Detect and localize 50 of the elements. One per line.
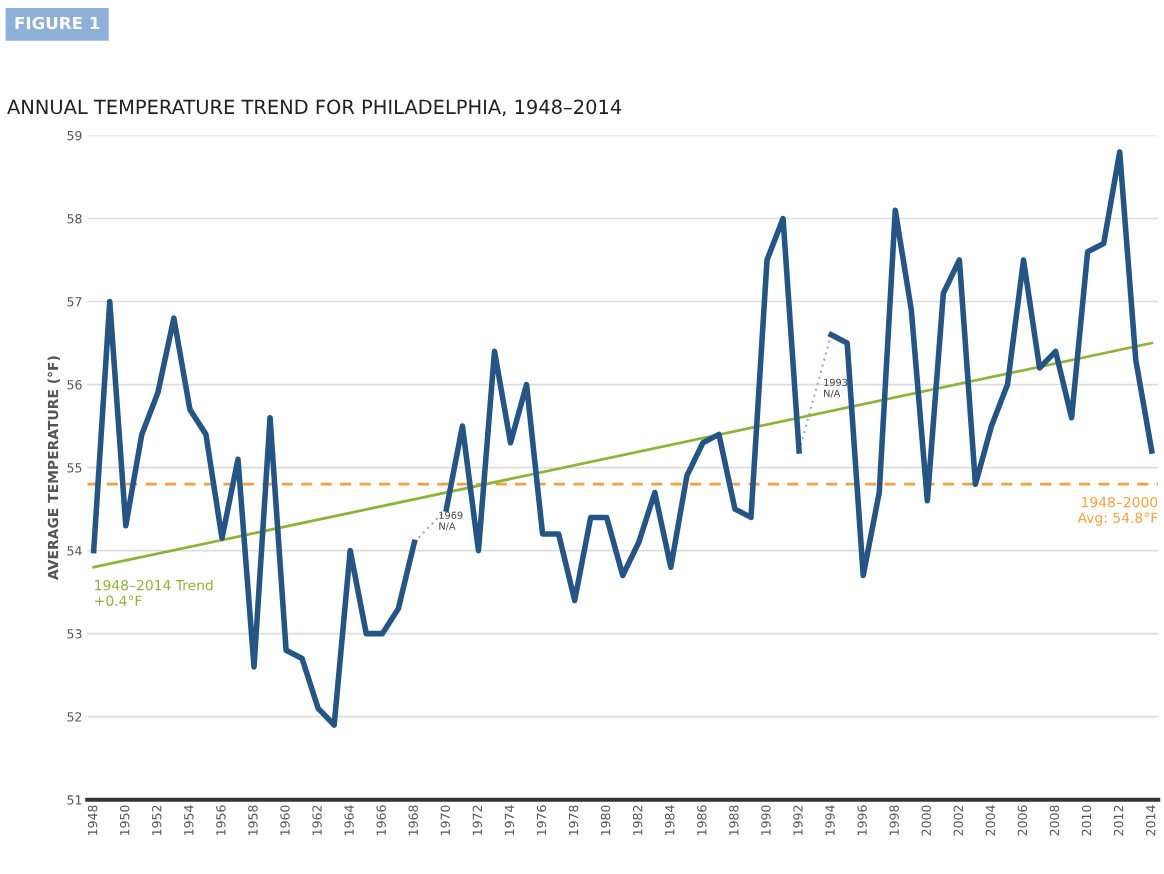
x-tick-label: 1962 [312, 805, 322, 836]
y-tick-label: 52 [67, 712, 82, 722]
chart-title: ANNUAL TEMPERATURE TREND FOR PHILADELPHIA, 1948–2014 [7, 99, 622, 117]
y-tick-label: 55 [67, 463, 82, 473]
x-tick-label: 1986 [697, 805, 707, 836]
x-tick-label: 2012 [1113, 805, 1124, 836]
x-tick-label: 2004 [985, 805, 996, 836]
x-tick-label: 1982 [632, 805, 643, 836]
y-tick-label: 58 [67, 213, 82, 224]
x-tick-label: 1960 [280, 805, 290, 836]
x-tick-label: 2006 [1017, 805, 1028, 836]
x-tick-label: 2008 [1049, 805, 1060, 836]
caption: FIGURE 1 [15, 16, 100, 30]
x-tick-label: 2014 [1145, 805, 1156, 836]
x-tick-label: 1968 [408, 805, 418, 836]
x-tick-label: 1948 [87, 805, 98, 836]
x-tick-label: 1998 [889, 805, 899, 836]
x-tick-label: 2000 [921, 805, 931, 836]
y-tick-label: 59 [67, 130, 82, 141]
x-tick-label: 1980 [600, 805, 611, 836]
y-tick-label: 56 [67, 380, 82, 390]
x-tick-label: 1954 [184, 805, 194, 836]
x-tick-label: 1990 [761, 805, 771, 836]
x-tick-label: 1984 [665, 805, 675, 836]
x-tick-label: 1964 [344, 805, 354, 836]
x-tick-label: 1966 [376, 805, 386, 836]
x-tick-label: 2002 [953, 805, 964, 836]
x-tick-label: 1956 [216, 805, 226, 836]
y-axis-title: AVERAGE TEMPERATURE (°F) [47, 356, 60, 580]
ref-line-label: 1948–2000 Avg: 54.8°F [1077, 496, 1158, 526]
x-tick-label: 1994 [825, 805, 835, 836]
x-tick-label: 1972 [472, 805, 483, 836]
series-label: 1969 N/A [439, 511, 463, 531]
y-tick-label: 57 [67, 297, 82, 307]
series-label: 1993 N/A [824, 378, 848, 398]
x-tick-label: 1952 [152, 805, 162, 836]
y-tick-label: 54 [67, 546, 82, 556]
x-tick-label: 1976 [536, 805, 547, 836]
series-label: 1948–2014 Trend +0.4°F [95, 579, 213, 606]
x-tick-label: 1978 [568, 805, 579, 836]
x-tick-label: 1970 [440, 805, 451, 836]
x-tick-label: 1988 [729, 805, 739, 836]
x-tick-label: 1950 [119, 805, 130, 836]
x-tick-label: 1958 [248, 805, 258, 836]
y-tick-label: 53 [67, 629, 82, 639]
x-tick-label: 2010 [1081, 805, 1092, 836]
x-tick-label: 1992 [793, 805, 803, 836]
y-tick-label: 51 [67, 795, 82, 805]
x-tick-label: 1996 [857, 805, 867, 836]
x-tick-label: 1974 [504, 805, 515, 836]
